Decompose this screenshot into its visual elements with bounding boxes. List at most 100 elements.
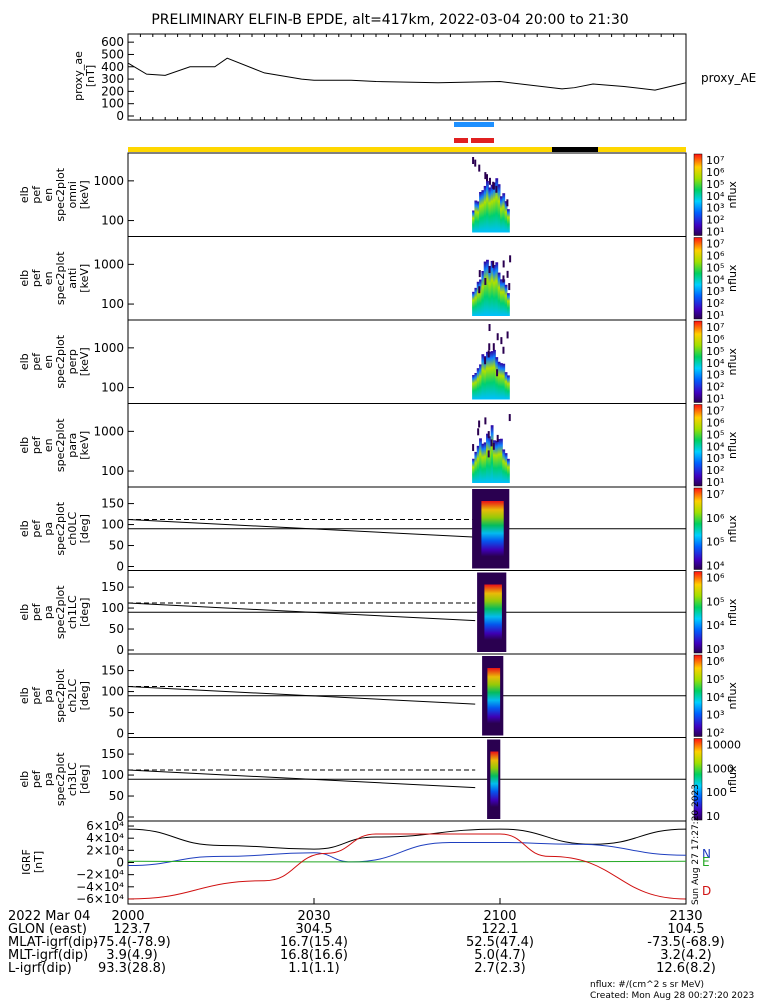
spectrogram-speck xyxy=(490,439,493,447)
panel-ylabel-line: [deg] xyxy=(78,514,91,543)
colorbar xyxy=(693,738,703,821)
pa-ytick-label: 100 xyxy=(101,518,124,532)
science-zone-red-bar-2 xyxy=(471,138,494,143)
spectrogram-column xyxy=(493,182,496,233)
spectrogram-column xyxy=(500,363,503,400)
panel-7: elb pef pa spec2plot ch3LC [deg] 150 100 50 0 1000… xyxy=(18,737,741,824)
pa-ytick-label: 0 xyxy=(116,810,124,824)
spectrogram-speck xyxy=(478,270,481,278)
colorbar xyxy=(693,237,703,320)
panel-ylabel-line: en xyxy=(42,271,55,285)
pa-ytick-label: 0 xyxy=(116,727,124,741)
colorbar-tick-label: 10⁶ xyxy=(706,333,725,346)
proxy-ae-ytick-label: 300 xyxy=(101,72,124,86)
ephemeris-value: 93.3(28.8) xyxy=(98,961,166,976)
colorbar-tick-label: 10¹ xyxy=(706,226,724,239)
ephemeris-value: 12.6(8.2) xyxy=(656,961,716,976)
spectrogram-column xyxy=(486,433,489,483)
proxy-ae-ytick-label: 400 xyxy=(101,60,124,74)
panel-ylabel-line: spec2plot xyxy=(54,251,67,305)
igrf-N-line xyxy=(127,841,687,867)
panel-0: elb pef en spec2plot omni [keV] 100010010⁷10⁶1… xyxy=(18,152,739,239)
spectrogram-column xyxy=(495,357,499,400)
energy-ytick-label: 1000 xyxy=(93,257,124,271)
spectrogram-panels: elb pef en spec2plot omni [keV] 100010010⁷10⁶1… xyxy=(18,152,741,824)
ephemeris-value: 16.8(16.6) xyxy=(280,948,348,963)
spectrogram-column xyxy=(506,209,510,233)
spectrogram-speck xyxy=(474,159,477,167)
panel-ylabel-line: elb xyxy=(18,353,31,370)
spectrogram-speck xyxy=(492,442,495,450)
panel-ylabel-line: ch3LC xyxy=(66,762,79,796)
igrf-ytick-label: 6×10⁴ xyxy=(86,819,124,833)
ephemeris-table: GLON (east) 123.7 304.5 122.1 104.5 MLAT-igrf… xyxy=(8,922,725,976)
proxy-ae-line xyxy=(127,57,687,91)
spectrogram-column xyxy=(504,201,508,233)
spectrogram-column xyxy=(490,260,494,316)
colorbar-label: nflux xyxy=(726,598,739,626)
spectrogram-speck xyxy=(478,286,481,294)
panel-frame xyxy=(127,152,687,237)
proxy-ae-ytick-label: 0 xyxy=(116,109,124,123)
time-tick-label: 2100 xyxy=(483,909,516,924)
spectrogram-speck xyxy=(496,434,499,442)
colorbar-tick-label: 100 xyxy=(706,786,727,799)
plot-title: PRELIMINARY ELFIN-B EPDE, alt=417km, 202… xyxy=(151,12,628,28)
pa-ytick-label: 100 xyxy=(101,768,124,782)
colorbar-tick-label: 10⁶ xyxy=(706,655,725,668)
panel-ylabel-line: [deg] xyxy=(78,681,91,710)
spectrogram-speck xyxy=(496,369,499,377)
spectrogram-column xyxy=(474,372,478,400)
spectrogram-column xyxy=(474,451,478,483)
spectrogram-column xyxy=(476,368,480,400)
panel-ylabel-line: spec2plot xyxy=(54,752,67,806)
panel-ylabel-line: pef xyxy=(30,519,43,538)
spectrogram-speck xyxy=(508,283,511,291)
spectrogram-speck xyxy=(506,270,509,278)
spectrogram-column xyxy=(472,210,475,233)
pa-ytick-label: 0 xyxy=(116,560,124,574)
spectrogram-speck xyxy=(488,266,491,274)
panel-ylabel-line: pef xyxy=(30,268,43,287)
spectrogram-speck xyxy=(487,450,490,458)
panel-ylabel-line: spec2plot xyxy=(54,585,67,639)
panel-ylabel-line: [keV] xyxy=(78,264,91,293)
time-tick-label: 2030 xyxy=(297,909,330,924)
ephemeris-value: 304.5 xyxy=(295,922,332,937)
date-label: 2022 Mar 04 xyxy=(8,909,90,924)
science-zone-blue-bar xyxy=(454,122,494,127)
proxy-ae-ytick-label: 200 xyxy=(101,84,124,98)
spectrogram-speck xyxy=(492,260,495,268)
proxy-ae-ytick-label: 500 xyxy=(101,47,124,61)
igrf-ytick-label: −4×10⁴ xyxy=(76,880,124,894)
spectrogram-column xyxy=(497,184,501,233)
colorbar-tick-label: 10⁶ xyxy=(706,166,725,179)
energy-ytick-label: 1000 xyxy=(93,174,124,188)
colorbar-tick-label: 10² xyxy=(706,381,724,394)
colorbar-tick-label: 10⁷ xyxy=(706,488,724,501)
spectrogram-speck xyxy=(502,260,505,268)
spectrogram-speck xyxy=(500,337,503,345)
igrf-ytick-label: −2×10⁴ xyxy=(76,868,124,882)
panel-frame xyxy=(127,403,687,488)
igrf-D-line xyxy=(127,833,687,900)
colorbar-tick-label: 10¹ xyxy=(706,393,724,406)
panel-ylabel-line: pef xyxy=(30,602,43,621)
ephemeris-row-label: GLON (east) xyxy=(8,922,87,937)
igrf-E-line xyxy=(127,860,687,863)
spectrogram-speck xyxy=(484,357,487,365)
colorbar-tick-label: 10³ xyxy=(706,369,724,382)
spectrogram-speck xyxy=(488,324,491,332)
spectrogram-column xyxy=(493,440,496,483)
spectrogram-column xyxy=(488,436,492,483)
spectrogram-speck xyxy=(472,444,475,452)
energy-ytick-label: 100 xyxy=(101,464,124,478)
colorbar-tick-label: 10⁵ xyxy=(706,261,724,274)
panel-ylabel-line: [keV] xyxy=(78,431,91,460)
spectrogram-column xyxy=(497,439,501,483)
igrf-ylabel: IGRF [nT] xyxy=(20,849,45,875)
spectrogram-column xyxy=(479,364,482,400)
ephemeris-value: 123.7 xyxy=(113,922,150,937)
spectrogram-speck xyxy=(478,420,481,428)
